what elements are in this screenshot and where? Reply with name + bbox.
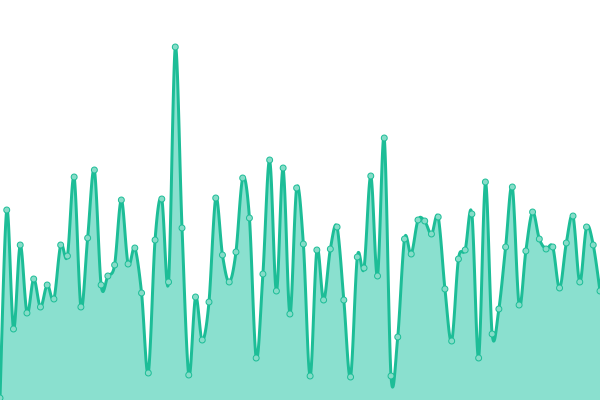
data-markers bbox=[0, 43, 600, 400]
data-point-18 bbox=[117, 196, 125, 204]
data-point-15 bbox=[97, 281, 105, 289]
data-point-70 bbox=[468, 210, 476, 218]
data-point-6 bbox=[36, 303, 44, 311]
data-point-9 bbox=[57, 241, 65, 249]
data-point-40 bbox=[266, 156, 274, 164]
data-point-30 bbox=[198, 336, 206, 344]
data-point-50 bbox=[333, 223, 341, 231]
data-point-42 bbox=[279, 164, 287, 172]
data-point-10 bbox=[63, 252, 71, 260]
data-point-48 bbox=[320, 296, 328, 304]
data-point-11 bbox=[70, 173, 78, 181]
data-point-78 bbox=[522, 247, 530, 255]
data-point-19 bbox=[124, 260, 132, 268]
data-point-0 bbox=[0, 394, 4, 400]
data-point-52 bbox=[347, 373, 355, 381]
data-point-37 bbox=[245, 214, 253, 222]
data-point-16 bbox=[104, 272, 112, 280]
data-point-45 bbox=[299, 240, 307, 248]
data-point-56 bbox=[374, 272, 382, 280]
data-point-44 bbox=[293, 184, 301, 192]
data-point-60 bbox=[400, 235, 408, 243]
data-point-83 bbox=[556, 284, 564, 292]
data-point-1 bbox=[3, 206, 11, 214]
data-point-77 bbox=[515, 301, 523, 309]
data-point-53 bbox=[353, 253, 361, 261]
data-point-61 bbox=[407, 250, 415, 258]
data-point-2 bbox=[9, 325, 17, 333]
data-point-88 bbox=[589, 241, 597, 249]
area-fill bbox=[0, 46, 600, 400]
data-point-51 bbox=[340, 296, 348, 304]
data-point-62 bbox=[414, 216, 422, 224]
data-point-57 bbox=[380, 134, 388, 142]
data-point-14 bbox=[90, 166, 98, 174]
data-point-29 bbox=[192, 293, 200, 301]
data-point-25 bbox=[165, 278, 173, 286]
data-point-72 bbox=[481, 178, 489, 186]
data-point-13 bbox=[84, 234, 92, 242]
data-point-49 bbox=[326, 245, 334, 253]
data-point-12 bbox=[77, 303, 85, 311]
data-point-81 bbox=[542, 245, 550, 253]
data-point-82 bbox=[549, 243, 557, 251]
data-point-17 bbox=[111, 261, 119, 269]
data-point-75 bbox=[502, 243, 510, 251]
data-point-67 bbox=[448, 337, 456, 345]
data-point-39 bbox=[259, 270, 267, 278]
data-point-27 bbox=[178, 224, 186, 232]
data-point-35 bbox=[232, 248, 240, 256]
data-point-89 bbox=[596, 287, 600, 295]
data-point-47 bbox=[313, 246, 321, 254]
data-point-71 bbox=[475, 354, 483, 362]
data-point-74 bbox=[495, 305, 503, 313]
data-point-34 bbox=[225, 278, 233, 286]
data-point-85 bbox=[569, 212, 577, 220]
data-point-59 bbox=[394, 333, 402, 341]
data-point-3 bbox=[16, 241, 24, 249]
data-point-46 bbox=[306, 372, 314, 380]
data-point-7 bbox=[43, 281, 51, 289]
data-point-23 bbox=[151, 236, 159, 244]
data-point-64 bbox=[427, 230, 435, 238]
data-point-66 bbox=[441, 285, 449, 293]
data-point-20 bbox=[131, 244, 139, 252]
data-point-28 bbox=[185, 371, 193, 379]
data-point-31 bbox=[205, 298, 213, 306]
data-point-8 bbox=[50, 295, 58, 303]
data-point-5 bbox=[30, 275, 38, 283]
data-point-55 bbox=[367, 172, 375, 180]
data-point-21 bbox=[138, 289, 146, 297]
data-point-32 bbox=[212, 194, 220, 202]
data-point-58 bbox=[387, 372, 395, 380]
data-point-65 bbox=[434, 213, 442, 221]
data-point-43 bbox=[286, 310, 294, 318]
data-point-38 bbox=[252, 354, 260, 362]
data-point-54 bbox=[360, 264, 368, 272]
data-point-84 bbox=[562, 239, 570, 247]
data-point-22 bbox=[144, 369, 152, 377]
data-point-33 bbox=[218, 251, 226, 259]
data-point-63 bbox=[421, 217, 429, 225]
data-point-76 bbox=[508, 183, 516, 191]
data-point-79 bbox=[529, 208, 537, 216]
data-point-4 bbox=[23, 309, 31, 317]
data-point-41 bbox=[272, 287, 280, 295]
data-point-86 bbox=[576, 278, 584, 286]
data-point-69 bbox=[461, 246, 469, 254]
data-point-36 bbox=[239, 174, 247, 182]
data-point-24 bbox=[158, 195, 166, 203]
data-point-87 bbox=[583, 223, 591, 231]
data-point-68 bbox=[454, 255, 462, 263]
data-point-73 bbox=[488, 330, 496, 338]
data-point-26 bbox=[171, 43, 179, 51]
data-point-80 bbox=[535, 235, 543, 243]
